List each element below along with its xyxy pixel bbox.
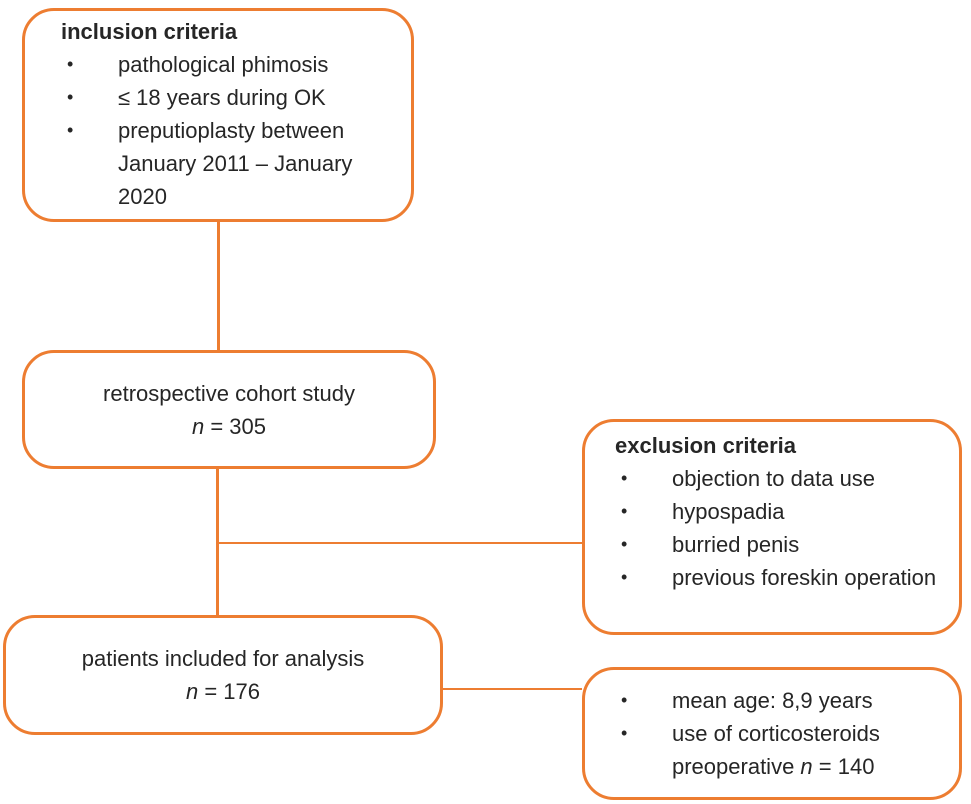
list-item: • burried penis <box>615 528 947 561</box>
n-value: = 305 <box>204 413 267 439</box>
list-item-text: ≤ 18 years during OK <box>118 85 326 110</box>
exclusion-criteria-list: • objection to data use • hypospadia • b… <box>615 462 947 594</box>
cohort-study-n: n = 305 <box>192 410 266 443</box>
list-item: • preputioplasty between January 2011 – … <box>61 114 399 213</box>
analysis-box: patients included for analysis n = 176 <box>3 615 443 735</box>
inclusion-criteria-title: inclusion criteria <box>61 19 238 44</box>
list-item-text: pathological phimosis <box>118 52 329 77</box>
list-item-text: hypospadia <box>672 499 785 524</box>
bullet-dot: • <box>621 468 628 488</box>
list-item: • use of corticosteroids preoperative n … <box>615 717 947 783</box>
inclusion-criteria-box: inclusion criteria • pathological phimos… <box>22 8 414 222</box>
bullet-dot: • <box>621 501 628 521</box>
list-item: • hypospadia <box>615 495 947 528</box>
connector-inclusion-to-cohort <box>217 222 220 350</box>
n-value: = 176 <box>198 679 261 704</box>
list-item: • pathological phimosis <box>61 48 399 81</box>
cohort-study-box: retrospective cohort study n = 305 <box>22 350 436 469</box>
bullet-dot: • <box>67 87 74 107</box>
n-symbol: n <box>185 679 199 704</box>
list-item-text: mean age: 8,9 years <box>672 688 873 713</box>
analysis-label: patients included for analysis <box>81 646 365 671</box>
connector-analysis-to-details <box>443 688 582 690</box>
connector-cohort-to-analysis <box>216 469 219 615</box>
cohort-details-box: • mean age: 8,9 years • use of corticost… <box>582 667 962 800</box>
bullet-dot: • <box>67 120 74 140</box>
list-item-text: preputioplasty between January 2011 – Ja… <box>118 118 353 209</box>
bullet-dot: • <box>621 534 628 554</box>
exclusion-criteria-title: exclusion criteria <box>615 433 796 458</box>
n-symbol: n <box>800 754 813 779</box>
list-item: • mean age: 8,9 years <box>615 684 947 717</box>
bullet-dot: • <box>621 723 628 743</box>
connector-branch-to-exclusion <box>218 542 582 544</box>
list-item: • objection to data use <box>615 462 947 495</box>
cohort-details-list: • mean age: 8,9 years • use of corticost… <box>615 684 947 783</box>
list-item-text: use of corticosteroids preoperative n = … <box>672 717 947 783</box>
list-item-text-pre: use of corticosteroids preoperative <box>672 721 880 779</box>
bullet-dot: • <box>67 54 74 74</box>
bullet-dot: • <box>621 690 628 710</box>
inclusion-criteria-list: • pathological phimosis • ≤ 18 years dur… <box>61 48 399 213</box>
list-item-text: objection to data use <box>672 466 876 491</box>
list-item-text: burried penis <box>672 532 800 557</box>
cohort-study-label: retrospective cohort study <box>103 380 355 406</box>
analysis-n: n = 176 <box>186 675 260 708</box>
bullet-dot: • <box>621 567 628 587</box>
list-item: • previous foreskin operation <box>615 561 947 594</box>
list-item: • ≤ 18 years during OK <box>61 81 399 114</box>
list-item-text: previous foreskin operation <box>672 565 937 590</box>
exclusion-criteria-box: exclusion criteria • objection to data u… <box>582 419 962 635</box>
n-value: = 140 <box>812 754 875 779</box>
n-symbol: n <box>191 413 205 439</box>
